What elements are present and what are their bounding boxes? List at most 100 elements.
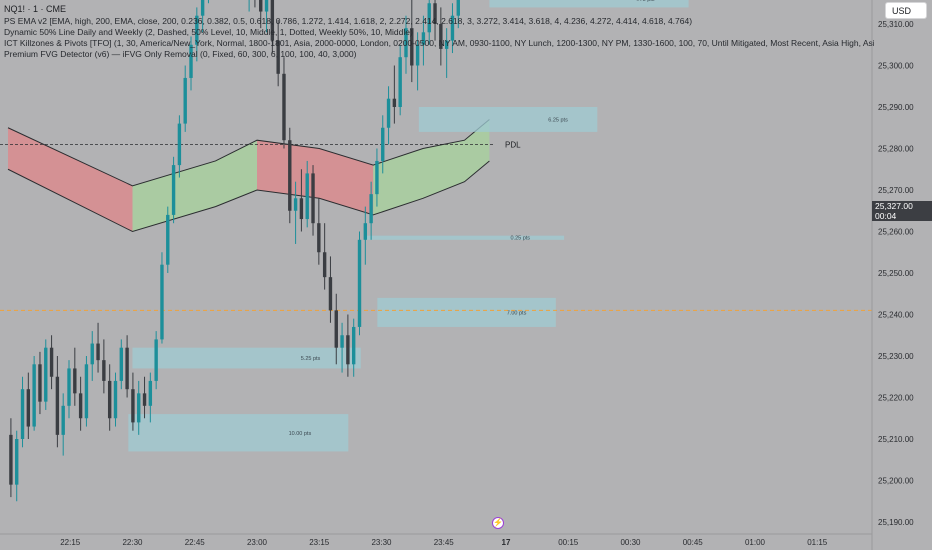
candle-body [15,439,19,485]
candle-body [404,28,408,58]
candle-body [26,389,31,427]
ema-upper-line [7,119,490,187]
fvg-label: 7.00 pts [507,310,527,316]
candle-body [270,0,275,41]
price-tick-label: 25,310.00 [878,20,914,29]
time-tick-label: 23:00 [247,538,268,547]
fvg-zone [132,347,361,369]
candle-body [55,376,60,435]
candle-body [340,335,344,348]
candle-body [351,326,356,365]
time-tick-label: 00:45 [683,538,704,547]
candle-body [439,24,443,49]
candle-body [322,252,327,278]
candle-body [317,223,321,253]
candle-body [450,15,455,41]
candle-body [171,165,176,215]
candle-body [154,339,158,381]
indicator-fvg-detector[interactable]: Premium FVG Detector (v6) — iFVG Only Re… [4,49,357,59]
price-tick-label: 25,190.00 [878,518,914,527]
candle-body [96,343,100,361]
candle-body [107,380,112,419]
indicator-dynamic-50[interactable]: Dynamic 50% Line Daily and Weekly (2, Da… [4,27,413,37]
price-tick-label: 25,240.00 [878,311,914,320]
candle-body [386,98,391,128]
bar-countdown: 00:04 [872,211,932,221]
ema-band-bull [373,119,490,215]
candle-body [282,73,286,141]
price-tick-label: 25,250.00 [878,269,914,278]
indicator-ps-ema[interactable]: PS EMA v2 [EMA, high, 200, EMA, close, 2… [4,16,693,26]
price-tick-label: 25,210.00 [878,435,914,444]
candle-body [293,198,298,211]
candle-body [142,393,147,406]
candle-body [189,44,193,78]
candle-body [456,0,460,16]
candle-body [195,15,199,45]
time-tick-label: 23:15 [309,538,330,547]
candle-body [311,173,315,224]
candle-body [102,360,106,381]
fvg-zone [489,0,689,8]
candle-body [259,0,263,12]
candle-body [38,364,42,402]
fvg-label: 6.25 pts [548,117,568,123]
time-tick-label: 00:30 [620,538,641,547]
candle-body [90,343,94,365]
candle-body [433,3,437,24]
price-axis-bg [872,0,932,550]
ema-band-bear [257,140,374,215]
candle-body [357,239,362,327]
ema-band-bear [8,127,133,232]
candle-body [276,40,280,74]
candle-body [375,160,379,195]
candle-body [9,434,13,485]
level-label-pdl: PDL [505,140,521,149]
price-tick-label: 25,230.00 [878,352,914,361]
candle-body [334,310,338,348]
lightning-icon[interactable]: ⚡ [492,517,504,529]
ema-band-bull [132,140,257,232]
fvg-zone [377,297,556,327]
candle-body [32,364,36,427]
currency-button[interactable]: USD [885,2,927,19]
candle-body [49,347,54,377]
fvg-zone [418,107,598,132]
time-tick-label: 01:15 [807,538,828,547]
candle-body [346,335,350,365]
candle-body [73,368,77,394]
indicator-ict-killzones[interactable]: ICT Killzones & Pivots [TFO] (1, 30, Ame… [4,38,874,48]
candle-body [305,173,309,220]
candle-body [166,214,170,265]
time-tick-label: 22:30 [122,538,143,547]
time-tick-label: 01:00 [745,538,766,547]
candle-body [119,347,123,381]
candle-body [148,380,153,406]
candle-body [113,380,118,419]
time-tick-label: 17 [502,538,511,547]
candle-body [131,389,135,423]
last-price-tag: 25,327.00 [872,201,932,211]
price-tick-label: 25,280.00 [878,145,914,154]
candle-body [328,277,333,311]
candle-body [427,3,431,33]
fvg-label: 0.25 pts [510,236,530,242]
candle-body [415,44,420,66]
price-tick-label: 25,220.00 [878,394,914,403]
fvg-zone [128,414,349,452]
fvg-label: 4.75 pts [635,0,655,3]
price-tick-label: 25,260.00 [878,228,914,237]
fvg-label: 5.25 pts [301,356,321,362]
candle-body [369,194,373,224]
candle-body [20,389,25,439]
price-tick-label: 25,300.00 [878,62,914,71]
symbol-title[interactable]: NQ1! · 1 · CME [4,4,67,14]
candle-body [444,40,449,49]
time-tick-label: 22:45 [185,538,206,547]
time-tick-label: 23:30 [371,538,392,547]
candle-body [78,393,83,419]
candle-body [410,28,414,66]
candle-body [84,364,89,419]
candle-body [288,140,292,211]
